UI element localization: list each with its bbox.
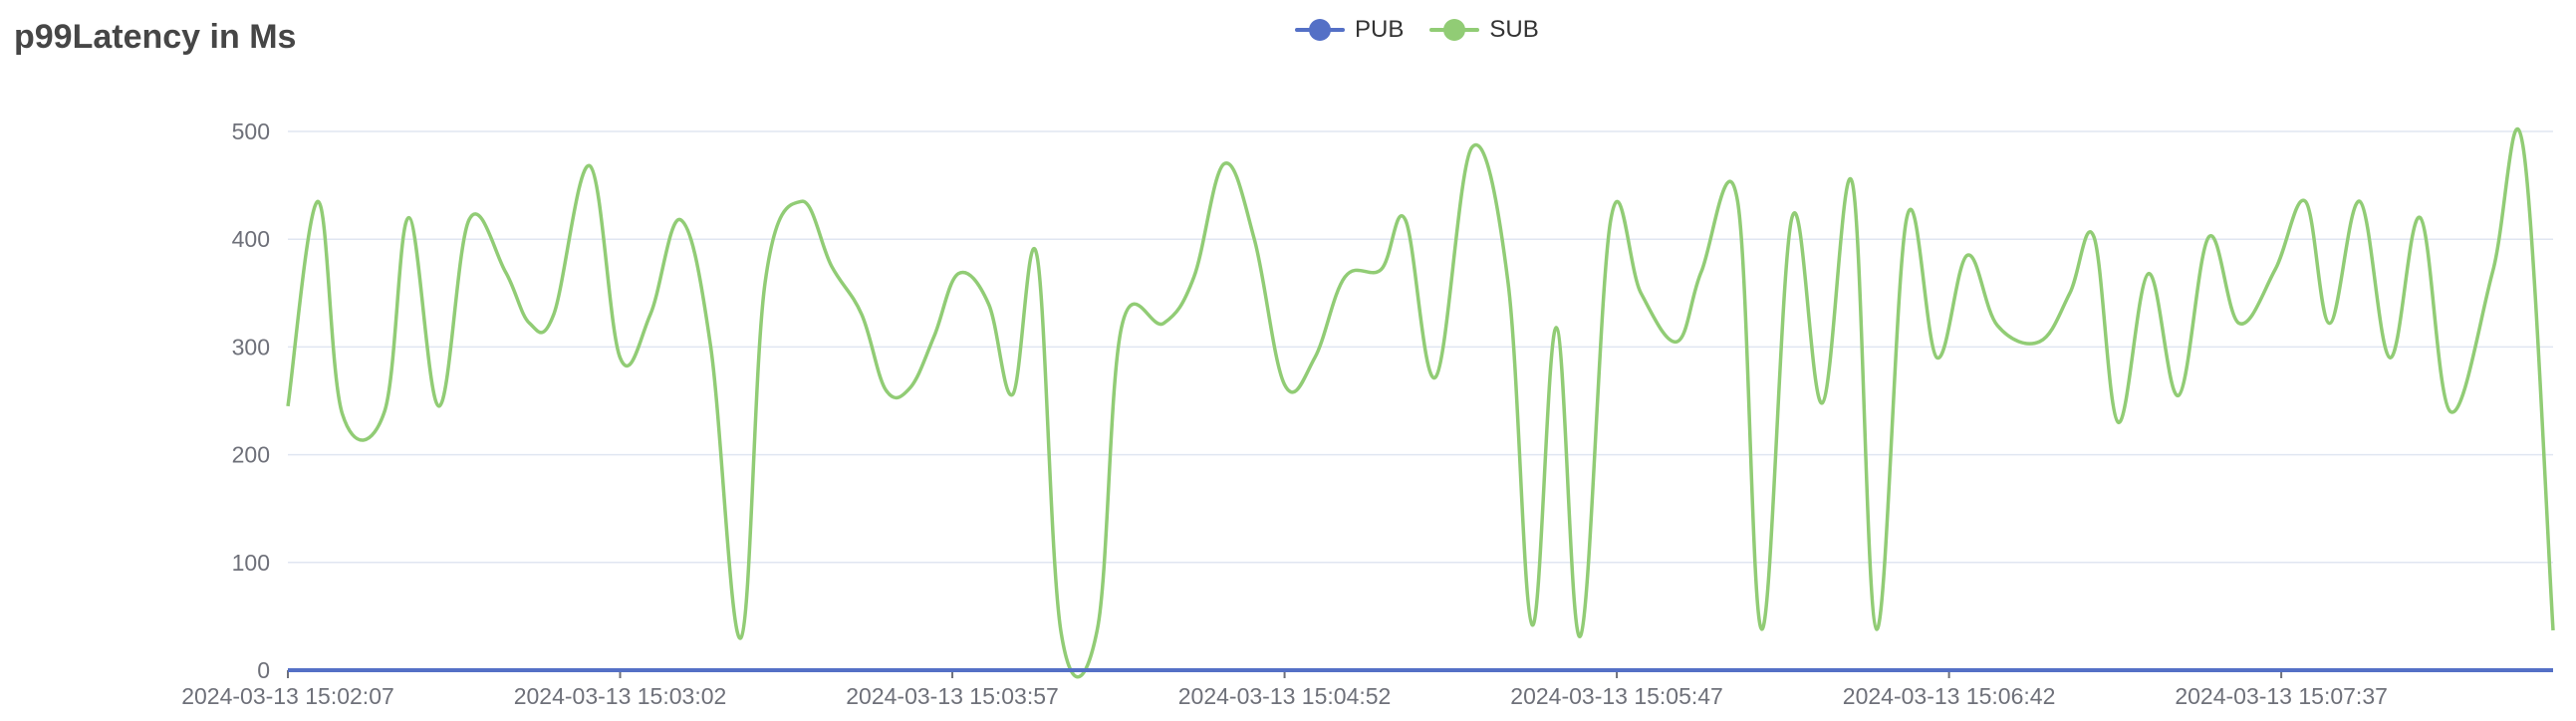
x-tick-label: 2024-03-13 15:05:47 — [1510, 683, 1723, 709]
y-tick-label: 500 — [232, 119, 270, 144]
legend-dot-pub — [1309, 19, 1331, 41]
y-tick-label: 300 — [232, 334, 270, 360]
legend-label-sub: SUB — [1489, 16, 1539, 43]
x-tick-label: 2024-03-13 15:03:02 — [514, 683, 727, 709]
x-tick-label: 2024-03-13 15:03:57 — [846, 683, 1059, 709]
legend-marker-sub — [1429, 19, 1480, 41]
y-tick-label: 400 — [232, 226, 270, 252]
x-tick-label: 2024-03-13 15:06:42 — [1843, 683, 2056, 709]
legend: PUB SUB — [1295, 16, 1565, 44]
x-tick-label: 2024-03-13 15:02:07 — [181, 683, 394, 709]
legend-dot-sub — [1443, 19, 1466, 41]
x-tick-label: 2024-03-13 15:07:37 — [2175, 683, 2388, 709]
y-tick-label: 200 — [232, 442, 270, 468]
y-tick-label: 0 — [257, 657, 270, 683]
legend-marker-pub — [1295, 19, 1345, 41]
legend-item-sub[interactable]: SUB — [1429, 16, 1539, 44]
y-tick-label: 100 — [232, 550, 270, 576]
series-line-sub — [286, 126, 2555, 679]
x-tick-label: 2024-03-13 15:04:52 — [1178, 683, 1392, 709]
legend-item-pub[interactable]: PUB — [1295, 16, 1404, 44]
chart-title: p99Latency in Ms — [14, 18, 297, 56]
legend-label-pub: PUB — [1355, 16, 1405, 43]
